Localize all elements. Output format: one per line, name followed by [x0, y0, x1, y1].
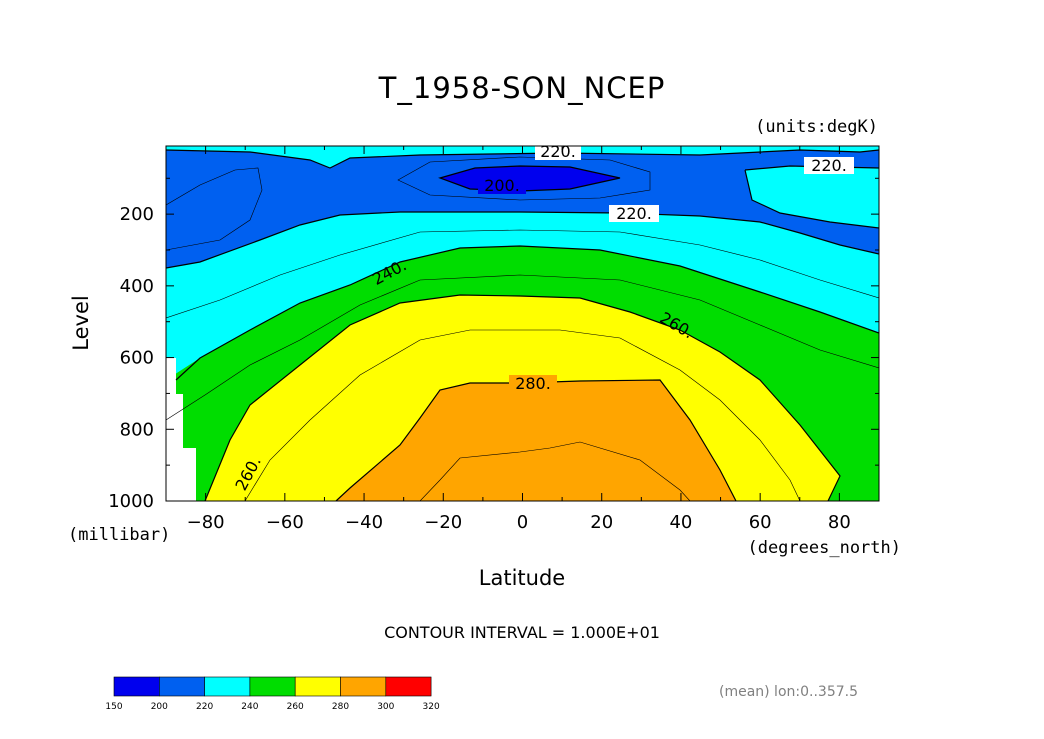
- colorbar-swatch: [340, 676, 387, 697]
- band-280-300: [336, 380, 736, 501]
- x-axis-ticks: −80 −60 −40 −20 0 20 40 60 80: [165, 146, 880, 533]
- contour-label: 280.: [515, 374, 551, 393]
- colorbar-swatch: [294, 676, 341, 697]
- x-tick-label: −40: [345, 512, 383, 533]
- colorbar-label: 300: [377, 702, 394, 712]
- x-axis-title: Latitude: [479, 566, 565, 590]
- units-label: (units:degK): [755, 117, 878, 137]
- y-tick-label: 400: [120, 276, 154, 297]
- missing-data-region: [166, 358, 196, 501]
- colorbar-swatch: [113, 676, 160, 697]
- y-axis-title: Level: [69, 295, 93, 350]
- y-tick-label: 600: [120, 348, 154, 369]
- colorbar-label: 280: [332, 702, 349, 712]
- colorbar-label: 260: [287, 702, 304, 712]
- y-tick-label: 800: [120, 419, 154, 440]
- colorbar-label: 200: [151, 702, 168, 712]
- x-units-label: (degrees_north): [747, 538, 901, 558]
- x-tick-label: 40: [669, 512, 692, 533]
- filled-contours: [166, 146, 879, 501]
- colorbar-label: 320: [423, 702, 440, 712]
- colorbar-label: 240: [241, 702, 258, 712]
- y-tick-label: 200: [120, 204, 154, 225]
- colorbar-swatch: [204, 676, 251, 697]
- x-tick-label: −60: [266, 512, 304, 533]
- contour-label: 220.: [616, 204, 652, 223]
- x-tick-label: 80: [828, 512, 851, 533]
- x-tick-label: −20: [424, 512, 462, 533]
- y-axis-ticks: 200 400 600 800 1000: [108, 177, 879, 512]
- contour-label: 220.: [540, 142, 576, 161]
- contour-interval-text: CONTOUR INTERVAL = 1.000E+01: [384, 623, 660, 642]
- chart-title: T_1958-SON_NCEP: [378, 71, 666, 105]
- footnote: (mean) lon:0..357.5: [719, 684, 858, 700]
- colorbar-label: 150: [105, 702, 122, 712]
- colorbar: 150 200 220 240 260 280 300 320: [105, 676, 440, 712]
- x-tick-label: −80: [187, 512, 225, 533]
- contour-label: 200.: [484, 176, 520, 195]
- thick-contour-lines: [166, 149, 879, 501]
- contour-label: 220.: [811, 156, 847, 175]
- colorbar-swatch: [249, 676, 296, 697]
- thin-contour-lines: [166, 156, 879, 501]
- x-tick-label: 20: [590, 512, 613, 533]
- colorbar-swatch: [159, 676, 205, 697]
- colorbar-swatch: [385, 676, 432, 697]
- colorbar-label: 220: [196, 702, 213, 712]
- y-units-label: (millibar): [68, 525, 170, 545]
- x-tick-label: 60: [749, 512, 772, 533]
- y-tick-label: 1000: [108, 491, 154, 512]
- x-tick-label: 0: [517, 512, 528, 533]
